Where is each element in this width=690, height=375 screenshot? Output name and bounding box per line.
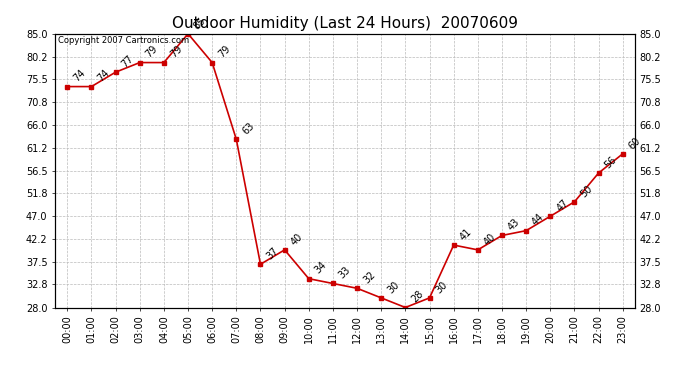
Text: 74: 74	[96, 68, 111, 84]
Text: 77: 77	[120, 54, 136, 69]
Text: 79: 79	[168, 44, 184, 60]
Text: 30: 30	[434, 279, 449, 295]
Text: 79: 79	[217, 44, 232, 60]
Text: 56: 56	[603, 154, 618, 170]
Text: 50: 50	[579, 183, 594, 199]
Text: 63: 63	[241, 121, 256, 136]
Text: 33: 33	[337, 265, 353, 281]
Text: 74: 74	[72, 68, 87, 84]
Text: 47: 47	[555, 198, 570, 213]
Text: 60: 60	[627, 135, 642, 151]
Text: 40: 40	[482, 231, 497, 247]
Text: 41: 41	[458, 226, 473, 242]
Text: 43: 43	[506, 217, 522, 232]
Text: 40: 40	[289, 231, 304, 247]
Text: 30: 30	[386, 279, 401, 295]
Text: 79: 79	[144, 44, 159, 60]
Text: 34: 34	[313, 260, 328, 276]
Text: Copyright 2007 Cartronics.com: Copyright 2007 Cartronics.com	[58, 36, 189, 45]
Title: Outdoor Humidity (Last 24 Hours)  20070609: Outdoor Humidity (Last 24 Hours) 2007060…	[172, 16, 518, 31]
Text: 28: 28	[410, 289, 425, 305]
Text: 32: 32	[362, 270, 377, 285]
Text: 37: 37	[265, 246, 280, 261]
Text: 44: 44	[531, 212, 546, 228]
Text: 85: 85	[193, 15, 208, 31]
